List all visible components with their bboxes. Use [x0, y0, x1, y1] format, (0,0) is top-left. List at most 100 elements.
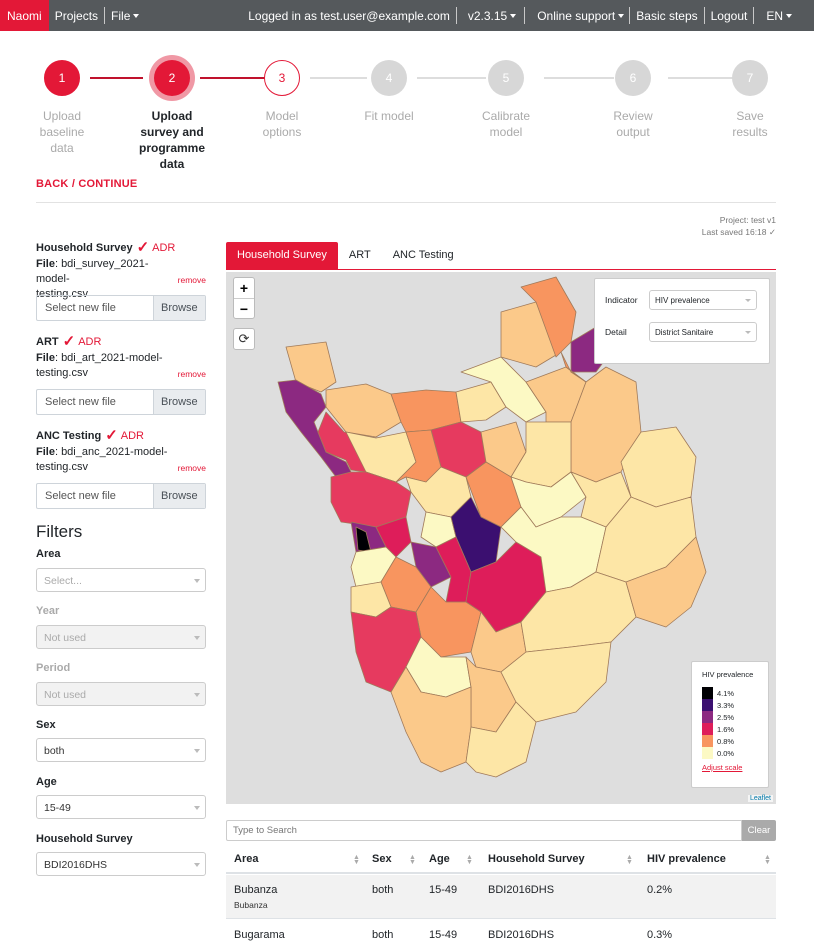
adr-link[interactable]: ADR	[120, 430, 144, 442]
file-name: File: bdi_anc_2021-model-testing.csv	[36, 445, 171, 475]
step-1[interactable]: 1 Upload baseline data	[22, 60, 102, 156]
step-circle: 1	[44, 60, 80, 96]
map-region	[625, 536, 707, 628]
leaflet-attribution[interactable]: Leaflet	[747, 795, 773, 802]
sort-icon[interactable]: ▲ ▼	[353, 854, 360, 866]
upload-title-text: Household Survey	[36, 242, 133, 254]
step-7[interactable]: 7 Save results	[710, 60, 790, 140]
age-filter-select[interactable]: 15-49	[36, 795, 206, 819]
step-6[interactable]: 6 Review output	[593, 60, 673, 140]
column-header-survey[interactable]: Household Survey	[488, 853, 585, 865]
survey-filter-value: BDI2016DHS	[44, 859, 108, 871]
step-connector	[417, 77, 486, 79]
sex-filter-select[interactable]: both	[36, 738, 206, 762]
file-menu[interactable]: File	[105, 9, 145, 23]
indicator-panel: Indicator HIV prevalence Detail District…	[594, 278, 770, 364]
choropleth-map[interactable]: + − ⟳ Indicator HIV prevalence Detail Di…	[226, 272, 776, 804]
year-filter-select: Not used	[36, 625, 206, 649]
logout-link[interactable]: Logout	[710, 8, 748, 23]
table-search-input[interactable]: Type to Search	[226, 820, 742, 841]
area-name: Bubanza	[234, 884, 278, 896]
chevron-down-icon	[194, 636, 200, 640]
step-label-line: baseline	[39, 125, 85, 139]
sort-icon[interactable]: ▲ ▼	[764, 854, 771, 866]
file-input[interactable]: Select new file Browse	[36, 483, 206, 509]
legend-swatch	[702, 699, 713, 711]
upload-title-text: ART	[36, 336, 59, 348]
step-5[interactable]: 5 Calibrate model	[466, 60, 546, 140]
legend-swatch	[702, 747, 713, 759]
step-label-line: Save	[736, 109, 764, 123]
step-connector	[310, 77, 367, 79]
file-input[interactable]: Select new file Browse	[36, 389, 206, 415]
column-header-area[interactable]: Area	[234, 853, 259, 865]
sort-icon[interactable]: ▲ ▼	[626, 854, 633, 866]
legend-title: HIV prevalence	[702, 670, 754, 679]
zoom-in-button[interactable]: +	[239, 280, 249, 296]
remove-link[interactable]: remove	[177, 463, 206, 473]
projects-link[interactable]: Projects	[54, 8, 99, 23]
detail-label: Detail	[605, 327, 627, 337]
step-4[interactable]: 4 Fit model	[349, 60, 429, 124]
file-name-line1: : bdi_survey_2021-model-	[36, 258, 149, 285]
file-input[interactable]: Select new file Browse	[36, 295, 206, 321]
step-2[interactable]: 2 Upload survey and programme data	[132, 60, 212, 172]
remove-link[interactable]: remove	[177, 369, 206, 379]
back-link[interactable]: BACK	[36, 178, 69, 190]
chevron-down-icon	[618, 13, 625, 18]
step-label-line: results	[732, 125, 768, 139]
zoom-out-button[interactable]: −	[234, 298, 254, 318]
indicator-select[interactable]: HIV prevalence	[649, 290, 757, 310]
step-3[interactable]: 3 Model options	[242, 60, 322, 140]
file-input-placeholder: Select new file	[45, 490, 116, 502]
sort-icon[interactable]: ▲ ▼	[409, 854, 416, 866]
detail-select[interactable]: District Sanitaire	[649, 322, 757, 342]
step-label-line: Model	[265, 109, 299, 123]
version-label: v2.3.15	[467, 8, 508, 23]
chevron-down-icon	[194, 863, 200, 867]
version-menu[interactable]: v2.3.15	[457, 9, 524, 23]
last-saved: Last saved 16:18 ✓	[701, 227, 776, 237]
column-header-sex[interactable]: Sex	[372, 853, 392, 865]
file-label: File	[36, 258, 55, 270]
adr-link[interactable]: ADR	[78, 336, 102, 348]
tab-household-survey[interactable]: Household Survey	[226, 242, 338, 269]
area-filter-select[interactable]: Select...	[36, 568, 206, 592]
column-header-age[interactable]: Age	[429, 853, 450, 865]
continue-link[interactable]: CONTINUE	[78, 178, 138, 190]
online-support-menu[interactable]: Online support	[525, 9, 629, 23]
remove-link[interactable]: remove	[177, 275, 206, 285]
step-connector	[668, 77, 738, 79]
cell-prevalence: 0.3%	[647, 929, 673, 941]
adjust-scale-link[interactable]: Adjust scale	[702, 763, 743, 772]
tab-anc-testing[interactable]: ANC Testing	[392, 249, 454, 261]
survey-filter-select[interactable]: BDI2016DHS	[36, 852, 206, 876]
step-connector	[544, 77, 614, 79]
chevron-down-icon	[194, 806, 200, 810]
browse-button[interactable]: Browse	[153, 390, 205, 414]
data-tabs: Household Survey ART ANC Testing	[226, 242, 776, 270]
legend-label: 3.3%	[717, 700, 735, 710]
tab-art[interactable]: ART	[348, 249, 371, 261]
clear-button[interactable]: Clear	[742, 820, 776, 841]
chevron-down-icon	[745, 331, 751, 334]
column-header-prevalence[interactable]: HIV prevalence	[647, 853, 726, 865]
indicator-label: Indicator	[605, 295, 638, 305]
legend-item: 0.8%	[702, 735, 758, 747]
adr-link[interactable]: ADR	[152, 242, 176, 254]
basic-steps-link[interactable]: Basic steps	[636, 8, 698, 23]
language-menu[interactable]: EN	[754, 9, 814, 23]
refresh-icon[interactable]: ⟳	[233, 328, 255, 350]
browse-button[interactable]: Browse	[153, 484, 205, 508]
nav-divider	[455, 7, 457, 24]
cell-age: 15-49	[429, 884, 458, 896]
legend-swatch	[702, 711, 713, 723]
brand-logo[interactable]: Naomi	[0, 0, 49, 31]
legend-item: 3.3%	[702, 699, 758, 711]
period-filter-value: Not used	[44, 689, 87, 701]
upload-title: ART ✓ ADR	[36, 333, 206, 350]
browse-button[interactable]: Browse	[153, 296, 205, 320]
sort-icon[interactable]: ▲ ▼	[466, 854, 473, 866]
logged-in-text: Logged in as test.user@example.com	[248, 8, 450, 23]
check-icon: ✓	[62, 333, 76, 350]
